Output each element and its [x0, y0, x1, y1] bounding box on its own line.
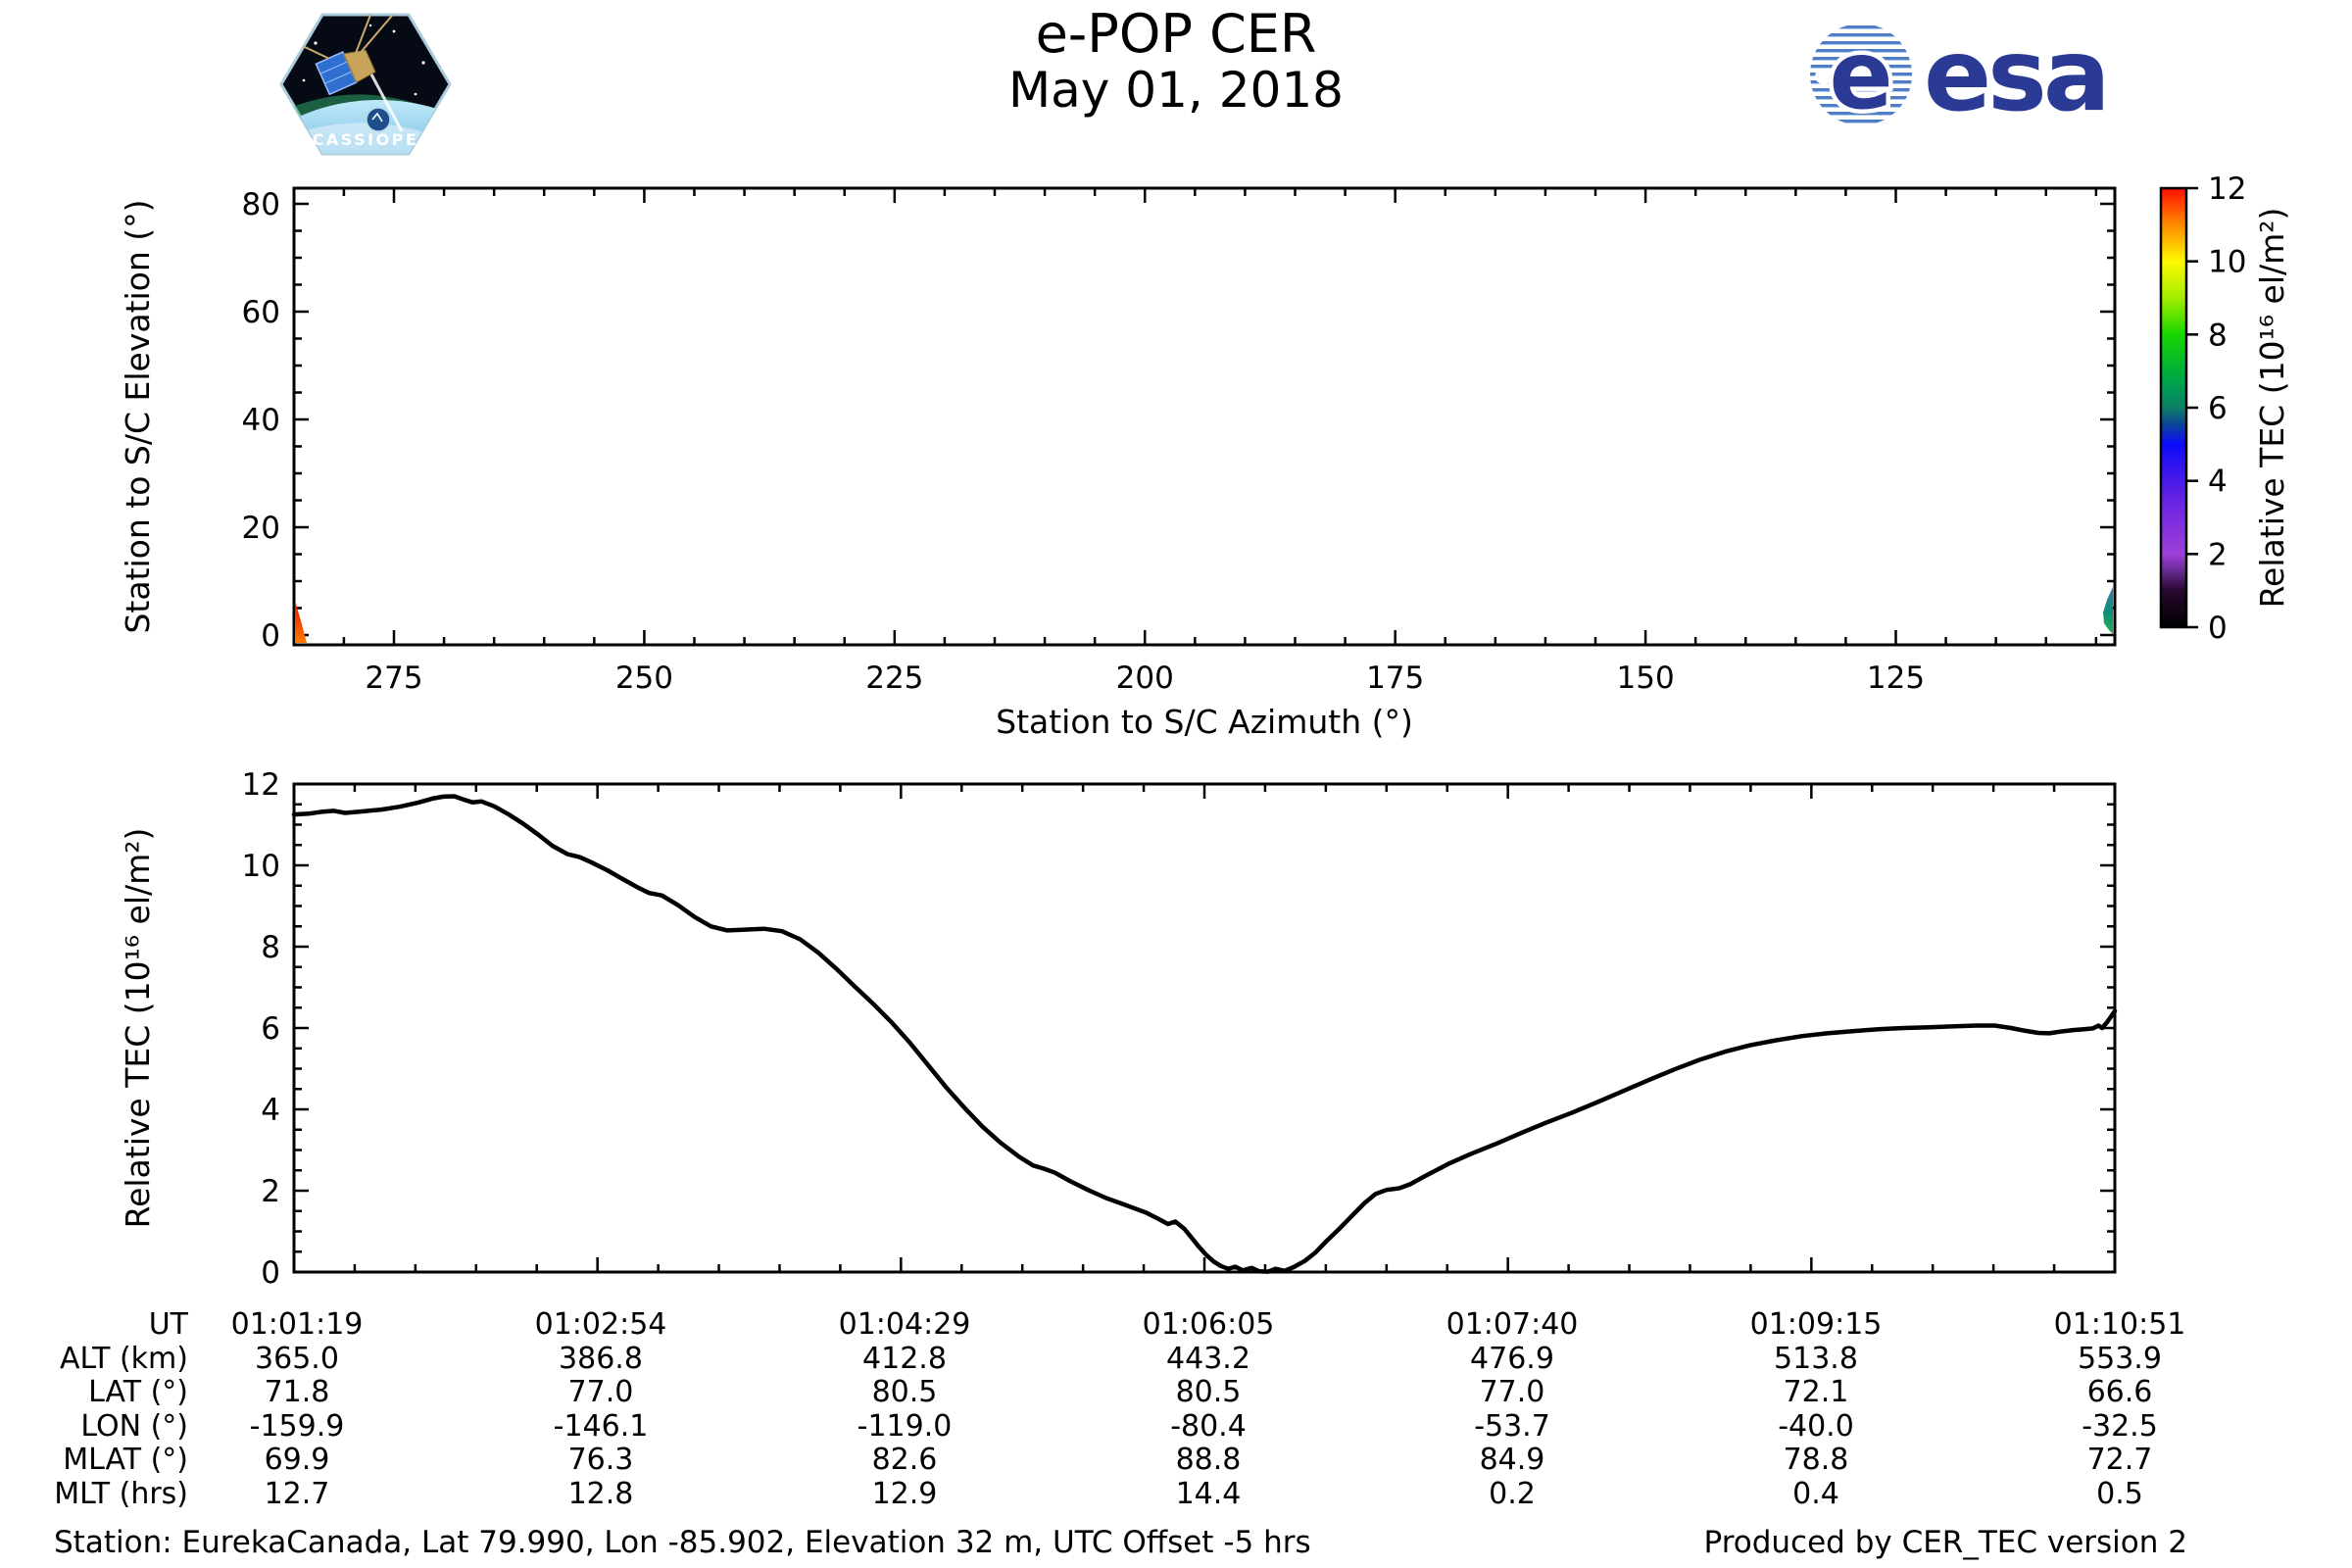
x-tick-label: 275: [365, 661, 422, 696]
table-cell: -32.5: [1963, 1410, 2277, 1444]
ut-tick-label: 01:04:29: [748, 1308, 1061, 1342]
table-cell: 80.5: [748, 1376, 1061, 1409]
colorbar: 0 2 4 6 8 10 12Relative TEC (10¹⁶ el/m²): [2161, 172, 2291, 646]
y-tick-label: 20: [242, 511, 280, 546]
table-cell: 14.4: [1052, 1478, 1365, 1511]
y-tick-label: 8: [261, 930, 280, 965]
y-tick-label: 80: [242, 187, 280, 222]
y-tick-label: 2: [261, 1174, 280, 1209]
table-cell: 12.7: [140, 1478, 454, 1511]
table-cell: 365.0: [140, 1343, 454, 1376]
x-tick-label: 200: [1116, 661, 1174, 696]
colorbar-tick-label: 6: [2208, 391, 2228, 426]
table-cell: -40.0: [1659, 1410, 1973, 1444]
y-tick-label: 0: [261, 618, 280, 654]
table-cell: 88.8: [1052, 1444, 1365, 1477]
x-tick-label: 125: [1867, 661, 1925, 696]
table-cell: 0.4: [1659, 1478, 1973, 1511]
top-plot: 275 250 225 200 175 150 125 0 20 40 60 80 Station to…: [119, 187, 2115, 741]
table-cell: -146.1: [444, 1410, 758, 1444]
station-info-text: Station: EurekaCanada, Lat 79.990, Lon -…: [54, 1525, 1311, 1560]
table-cell: 78.8: [1659, 1444, 1973, 1477]
y-tick-label: 12: [242, 767, 280, 803]
y-tick-label: 60: [242, 295, 280, 330]
table-cell: -119.0: [748, 1410, 1061, 1444]
table-cell: 443.2: [1052, 1343, 1365, 1376]
table-cell: -80.4: [1052, 1410, 1365, 1444]
y-tick-label: 6: [261, 1011, 280, 1047]
table-cell: 0.2: [1355, 1478, 1669, 1511]
colorbar-tick-label: 10: [2208, 245, 2246, 280]
table-cell: 66.6: [1963, 1376, 2277, 1409]
table-cell: 84.9: [1355, 1444, 1669, 1477]
table-cell: 0.5: [1963, 1478, 2277, 1511]
ut-tick-label: 01:01:19: [140, 1308, 454, 1342]
table-cell: 77.0: [1355, 1376, 1669, 1409]
table-cell: -159.9: [140, 1410, 454, 1444]
y-tick-label: 0: [261, 1255, 280, 1291]
table-cell: 476.9: [1355, 1343, 1669, 1376]
ut-tick-label: 01:06:05: [1052, 1308, 1365, 1342]
x-tick-label: 250: [615, 661, 673, 696]
x-tick-label: 225: [865, 661, 923, 696]
table-cell: 76.3: [444, 1444, 758, 1477]
x-tick-label: 175: [1366, 661, 1424, 696]
pass-start-mark: [295, 600, 307, 643]
colorbar-tick-label: 0: [2208, 611, 2228, 646]
table-cell: 69.9: [140, 1444, 454, 1477]
table-cell: 72.7: [1963, 1444, 2277, 1477]
table-cell: 386.8: [444, 1343, 758, 1376]
y-tick-label: 10: [242, 849, 280, 884]
y-tick-label: 4: [261, 1093, 280, 1128]
ut-tick-label: 01:07:40: [1355, 1308, 1669, 1342]
colorbar-label: Relative TEC (10¹⁶ el/m²): [2253, 208, 2291, 609]
table-cell: 72.1: [1659, 1376, 1973, 1409]
colorbar-tick-label: 4: [2208, 465, 2228, 500]
ut-tick-label: 01:09:15: [1659, 1308, 1973, 1342]
colorbar-tick-label: 2: [2208, 537, 2228, 572]
pass-end-mark: [2103, 587, 2113, 634]
table-cell: 513.8: [1659, 1343, 1973, 1376]
produced-by-text: Produced by CER_TEC version 2: [1704, 1525, 2187, 1560]
tec-curve: [294, 797, 2115, 1272]
bottom-yaxis-label: Relative TEC (10¹⁶ el/m²): [119, 828, 157, 1229]
table-cell: 82.6: [748, 1444, 1061, 1477]
ut-tick-label: 01:10:51: [1963, 1308, 2277, 1342]
table-cell: 412.8: [748, 1343, 1061, 1376]
table-cell: 71.8: [140, 1376, 454, 1409]
table-cell: -53.7: [1355, 1410, 1669, 1444]
top-yaxis-label: Station to S/C Elevation (°): [119, 199, 157, 633]
figure-canvas: CASSIOPE e-POP CER May 01, 2018 e esa 27…: [0, 0, 2352, 1568]
colorbar-tick-label: 12: [2208, 172, 2246, 207]
ut-tick-label: 01:02:54: [444, 1308, 758, 1342]
table-cell: 12.9: [748, 1478, 1061, 1511]
bottom-plot: 0 2 4 6 8 10 12 Relative TEC (10¹⁶ el/m²): [119, 767, 2115, 1291]
table-cell: 12.8: [444, 1478, 758, 1511]
table-cell: 553.9: [1963, 1343, 2277, 1376]
table-cell: 77.0: [444, 1376, 758, 1409]
colorbar-tick-label: 8: [2208, 318, 2228, 353]
x-tick-label: 150: [1617, 661, 1675, 696]
table-cell: 80.5: [1052, 1376, 1365, 1409]
y-tick-label: 40: [242, 403, 280, 438]
top-xaxis-label: Station to S/C Azimuth (°): [996, 703, 1413, 741]
